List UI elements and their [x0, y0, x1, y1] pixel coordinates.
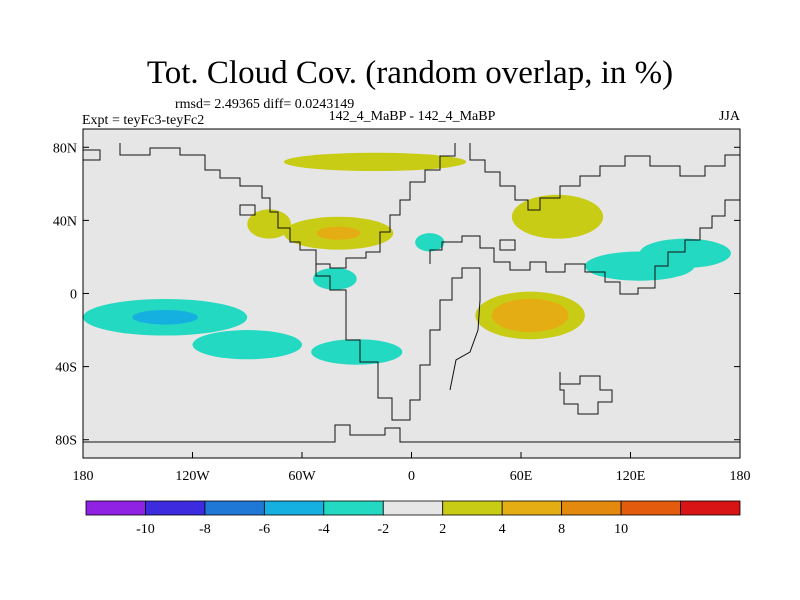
experiment-label: Expt = teyFc3-teyFc2 — [82, 113, 204, 128]
colorbar-swatch — [442, 500, 503, 516]
anomaly-region-central-america-positive — [260, 218, 278, 230]
x-tick-label: 60E — [510, 469, 533, 484]
anomaly-region-north-pacific-negative — [617, 260, 662, 272]
colorbar-swatch — [204, 500, 265, 516]
colorbar-swatch — [263, 500, 325, 516]
x-tick-label: 0 — [408, 469, 415, 484]
y-tick-label: 0 — [70, 288, 77, 303]
map-plot-area — [83, 129, 740, 458]
colorbar-label: -8 — [199, 522, 211, 537]
y-tick-label: 40S — [55, 361, 77, 376]
colorbar-label: 2 — [439, 522, 446, 537]
colorbar-swatch — [323, 500, 384, 516]
y-tick-label: 80S — [55, 434, 77, 449]
anomaly-region-eastern-pacific-negative — [132, 309, 198, 325]
anomaly-region-north-atlantic-positive — [316, 226, 361, 240]
season-label: JJA — [719, 109, 741, 124]
y-axis: 80N 40N 0 40S 80S — [53, 141, 740, 449]
colorbar-swatch — [382, 500, 444, 516]
colorbar-swatch — [561, 500, 622, 516]
x-tick-label: 60W — [288, 469, 316, 484]
colorbar-swatch — [145, 500, 206, 516]
x-axis: 180 120W 60W 0 60E 120E 180 — [73, 452, 751, 484]
colorbar-label: -10 — [136, 522, 155, 537]
anomaly-region-west-pacific-negative — [667, 247, 704, 260]
map-background — [83, 129, 740, 458]
anomaly-region-asia-positive — [539, 207, 576, 226]
anomaly-region-arctic-positive — [338, 158, 412, 166]
colorbar-swatch — [680, 500, 741, 516]
coastline-outlines — [83, 143, 740, 443]
y-tick-label: 80N — [53, 141, 77, 156]
colorbar-swatch — [501, 500, 563, 516]
colorbar-label: 8 — [558, 522, 565, 537]
anomaly-region-africa-negative — [423, 238, 436, 246]
colorbar-label: -2 — [377, 522, 389, 537]
anomaly-region-south-atlantic-negative — [338, 346, 375, 358]
x-tick-label: 180 — [73, 469, 94, 484]
anomaly-region-indian-ocean-positive — [508, 305, 553, 325]
colorbar: -10 -8 -6 -4 -2 2 4 8 10 — [85, 500, 741, 537]
anomaly-region-south-pacific-negative — [225, 338, 270, 351]
colorbar-label: -6 — [259, 522, 271, 537]
colorbar-swatch — [620, 500, 681, 516]
x-tick-label: 180 — [730, 469, 751, 484]
colorbar-label: 10 — [614, 522, 628, 537]
case-label: 142_4_MaBP - 142_4_MaBP — [329, 109, 496, 124]
x-tick-label: 120W — [175, 469, 210, 484]
colorbar-swatch — [85, 500, 146, 516]
y-tick-label: 40N — [53, 214, 77, 229]
colorbar-label: 4 — [499, 522, 506, 537]
stats-label: rmsd= 2.49365 diff= 0.0243149 — [175, 97, 354, 112]
x-tick-label: 120E — [616, 469, 646, 484]
chart-title: Tot. Cloud Cov. (random overlap, in %) — [147, 55, 673, 91]
colorbar-label: -4 — [318, 522, 330, 537]
